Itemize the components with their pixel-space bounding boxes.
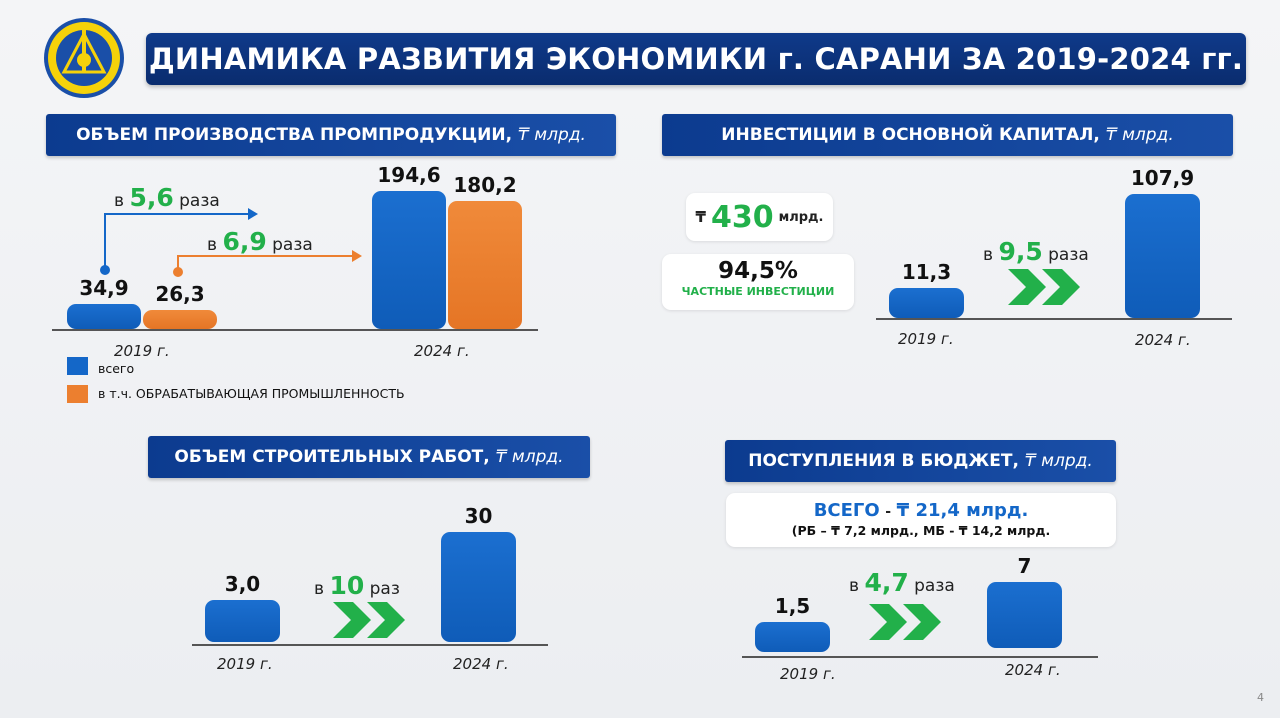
double-chevron-icon — [869, 604, 941, 640]
budget-summary-dash: - — [885, 504, 892, 520]
investment-total-value: 430 — [710, 199, 774, 235]
industrial-output-title: ОБЪЕМ ПРОИЗВОДСТВА ПРОМПРОДУКЦИИ, — [76, 125, 513, 145]
bar-construction-2019 — [205, 600, 280, 642]
investment-year-2024: 2024 г. — [1135, 331, 1191, 349]
bar-total-2024 — [372, 191, 446, 329]
construction-axis — [192, 644, 548, 646]
industrial-output-header: ОБЪЕМ ПРОИЗВОДСТВА ПРОМПРОДУКЦИИ, ₸ млрд… — [46, 114, 616, 156]
industrial-output-unit: ₸ млрд. — [518, 125, 586, 145]
label-investment-2019: 11,3 — [901, 260, 952, 284]
industrial-output-year-2024: 2024 г. — [414, 342, 470, 360]
construction-title: ОБЪЕМ СТРОИТЕЛЬНЫХ РАБОТ, — [174, 447, 490, 467]
city-emblem-logo — [42, 16, 126, 100]
legend-label-manufacturing: в т.ч. ОБРАБАТЫВАЮЩАЯ ПРОМЫШЛЕННОСТЬ — [98, 386, 405, 401]
page-title: ДИНАМИКА РАЗВИТИЯ ЭКОНОМИКИ г. САРАНИ ЗА… — [146, 33, 1246, 85]
bar-total-2019 — [67, 304, 141, 329]
bar-manufacturing-2024 — [448, 201, 522, 329]
construction-growth-label: в 10 раз — [314, 571, 400, 600]
private-investment-card: 94,5% ЧАСТНЫЕ ИНВЕСТИЦИИ — [662, 254, 854, 310]
label-investment-2024: 107,9 — [1130, 166, 1195, 190]
label-budget-2024: 7 — [1017, 554, 1032, 578]
label-total-2019: 34,9 — [79, 276, 129, 301]
investment-growth-label: в 9,5 раза — [983, 237, 1089, 266]
growth-total-label: в 5,6 раза — [114, 183, 220, 212]
budget-year-2019: 2019 г. — [780, 665, 836, 683]
budget-year-2024: 2024 г. — [1005, 661, 1061, 679]
bar-investment-2019 — [889, 288, 964, 318]
investment-axis — [876, 318, 1232, 320]
budget-summary-label: ВСЕГО — [813, 500, 880, 521]
investment-total-card: ₸ 430 млрд. — [686, 193, 833, 241]
page-number: 4 — [1257, 691, 1264, 704]
investment-total-unit: млрд. — [778, 209, 824, 225]
private-investment-value: 94,5% — [718, 258, 798, 284]
legend-swatch-total — [67, 357, 88, 375]
budget-summary-value: ₸ 21,4 млрд. — [896, 500, 1029, 521]
label-budget-2019: 1,5 — [774, 594, 811, 618]
private-investment-label: ЧАСТНЫЕ ИНВЕСТИЦИИ — [681, 285, 835, 298]
industrial-output-year-2019: 2019 г. — [114, 342, 170, 360]
bar-budget-2019 — [755, 622, 830, 652]
label-construction-2019: 3,0 — [224, 572, 261, 596]
budget-breakdown: (РБ – ₸ 7,2 млрд., МБ - ₸ 14,2 млрд. — [791, 523, 1051, 538]
budget-axis — [742, 656, 1098, 658]
investment-unit: ₸ млрд. — [1105, 125, 1174, 145]
label-manufacturing-2019: 26,3 — [155, 282, 205, 307]
label-total-2024: 194,6 — [377, 163, 441, 187]
double-chevron-icon — [333, 602, 405, 638]
investment-total-currency: ₸ — [695, 208, 706, 226]
blue-growth-arrow — [104, 213, 248, 270]
label-manufacturing-2024: 180,2 — [453, 173, 517, 198]
budget-unit: ₸ млрд. — [1024, 451, 1093, 471]
bar-manufacturing-2019 — [143, 310, 217, 329]
legend-swatch-manufacturing — [67, 385, 88, 403]
orange-growth-arrow — [177, 255, 352, 272]
industrial-output-axis — [52, 329, 538, 331]
investment-year-2019: 2019 г. — [898, 330, 954, 348]
construction-unit: ₸ млрд. — [495, 447, 564, 467]
label-construction-2024: 30 — [464, 504, 493, 528]
budget-summary-card: ВСЕГО - ₸ 21,4 млрд. (РБ – ₸ 7,2 млрд., … — [726, 493, 1116, 547]
investment-header: ИНВЕСТИЦИИ В ОСНОВНОЙ КАПИТАЛ, ₸ млрд. — [662, 114, 1233, 156]
construction-year-2024: 2024 г. — [453, 655, 509, 673]
construction-header: ОБЪЕМ СТРОИТЕЛЬНЫХ РАБОТ, ₸ млрд. — [148, 436, 590, 478]
double-chevron-icon — [1008, 269, 1080, 305]
bar-construction-2024 — [441, 532, 516, 642]
budget-growth-label: в 4,7 раза — [849, 568, 955, 597]
bar-investment-2024 — [1125, 194, 1200, 318]
bar-budget-2024 — [987, 582, 1062, 648]
page-title-text: ДИНАМИКА РАЗВИТИЯ ЭКОНОМИКИ г. САРАНИ ЗА… — [148, 42, 1244, 76]
growth-manufacturing-label: в 6,9 раза — [207, 227, 313, 256]
legend-label-total: всего — [98, 361, 135, 376]
construction-year-2019: 2019 г. — [217, 655, 273, 673]
budget-header: ПОСТУПЛЕНИЯ В БЮДЖЕТ, ₸ млрд. — [725, 440, 1116, 482]
budget-title: ПОСТУПЛЕНИЯ В БЮДЖЕТ, — [748, 451, 1019, 471]
investment-title: ИНВЕСТИЦИИ В ОСНОВНОЙ КАПИТАЛ, — [721, 125, 1100, 145]
growth-arrows — [100, 208, 362, 277]
